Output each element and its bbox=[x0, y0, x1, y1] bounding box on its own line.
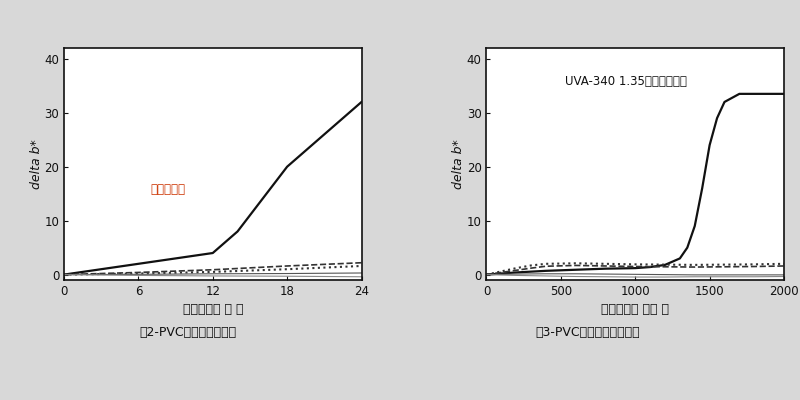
X-axis label: 曝晒时间（ 小时 ）: 曝晒时间（ 小时 ） bbox=[602, 304, 670, 316]
Text: 亚利桑那州: 亚利桑那州 bbox=[150, 183, 186, 196]
Text: 图3-PVC薄膜、实验室老化: 图3-PVC薄膜、实验室老化 bbox=[536, 326, 640, 338]
Y-axis label: delta b*: delta b* bbox=[452, 139, 466, 189]
Y-axis label: delta b*: delta b* bbox=[30, 139, 43, 189]
Text: UVA-340 1.35，只紫外光照: UVA-340 1.35，只紫外光照 bbox=[566, 75, 687, 88]
Text: 图2-PVC薄膜、户外老化: 图2-PVC薄膜、户外老化 bbox=[139, 326, 237, 338]
X-axis label: 曝晒时间（ 月 ）: 曝晒时间（ 月 ） bbox=[182, 304, 243, 316]
